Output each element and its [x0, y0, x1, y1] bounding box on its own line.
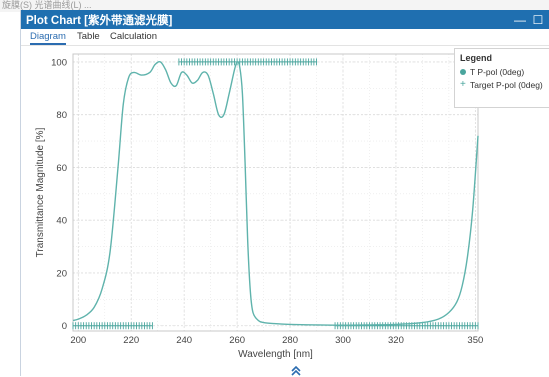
- minimize-icon[interactable]: —: [514, 12, 526, 27]
- x-axis-label: Wavelength [nm]: [238, 349, 313, 360]
- tab-diagram[interactable]: Diagram: [30, 30, 66, 45]
- y-tick-label: 20: [56, 268, 67, 279]
- collapse-up-icon[interactable]: [289, 365, 303, 377]
- y-tick-label: 80: [56, 110, 67, 121]
- x-tick-label: 220: [123, 335, 139, 346]
- x-tick-label: 300: [335, 335, 351, 346]
- background-window-strip: 旋膜(S) 光谱曲线(L) ...: [0, 0, 549, 12]
- target-markers: [72, 58, 479, 330]
- x-tick-label: 200: [70, 335, 86, 346]
- plus-icon: +: [460, 79, 466, 90]
- y-tick-label: 60: [56, 163, 67, 174]
- plot-frame: [72, 53, 479, 332]
- window-title: Plot Chart [紫外带通滤光膜]: [26, 14, 173, 27]
- title-bar[interactable]: Plot Chart [紫外带通滤光膜] — ☐: [21, 10, 549, 29]
- x-tick-label: 320: [388, 335, 404, 346]
- chart-area: 200 220 240 260 280 300 320 350 0 20 40 60 80 100 Wav…: [21, 46, 549, 366]
- legend-item[interactable]: + Target P-pol (0deg): [460, 79, 544, 91]
- legend: Legend T P-pol (0deg) + Target P-pol (0d…: [454, 48, 549, 108]
- maximize-icon[interactable]: ☐: [532, 12, 544, 27]
- x-tick-label: 240: [176, 335, 192, 346]
- transmittance-chart: 200 220 240 260 280 300 320 350 0 20 40 60 80 100 Wav…: [35, 53, 483, 360]
- legend-item-label: T P-pol (0deg): [470, 67, 525, 77]
- x-tick-label: 280: [282, 335, 298, 346]
- grid-lines: [73, 54, 478, 331]
- axis-ticks: 200 220 240 260 280 300 320 350 0 20 40 60 80 100: [51, 57, 483, 346]
- series-line-t-ppol: [72, 60, 479, 326]
- y-tick-label: 0: [62, 321, 67, 332]
- dot-icon: [460, 69, 466, 75]
- tab-bar: Diagram Table Calculation: [21, 29, 549, 46]
- tab-table[interactable]: Table: [77, 31, 100, 42]
- tab-calculation[interactable]: Calculation: [110, 31, 157, 42]
- legend-item[interactable]: T P-pol (0deg): [460, 67, 544, 77]
- y-tick-label: 40: [56, 216, 67, 227]
- legend-item-label: Target P-pol (0deg): [470, 80, 543, 90]
- y-tick-label: 100: [51, 57, 67, 68]
- x-tick-label: 350: [467, 335, 483, 346]
- legend-title: Legend: [460, 53, 493, 63]
- plot-chart-window: Plot Chart [紫外带通滤光膜] — ☐ Diagram Table C…: [20, 10, 549, 376]
- y-axis-label: Transmittance Magnitude [%]: [35, 127, 46, 257]
- x-tick-label: 260: [229, 335, 245, 346]
